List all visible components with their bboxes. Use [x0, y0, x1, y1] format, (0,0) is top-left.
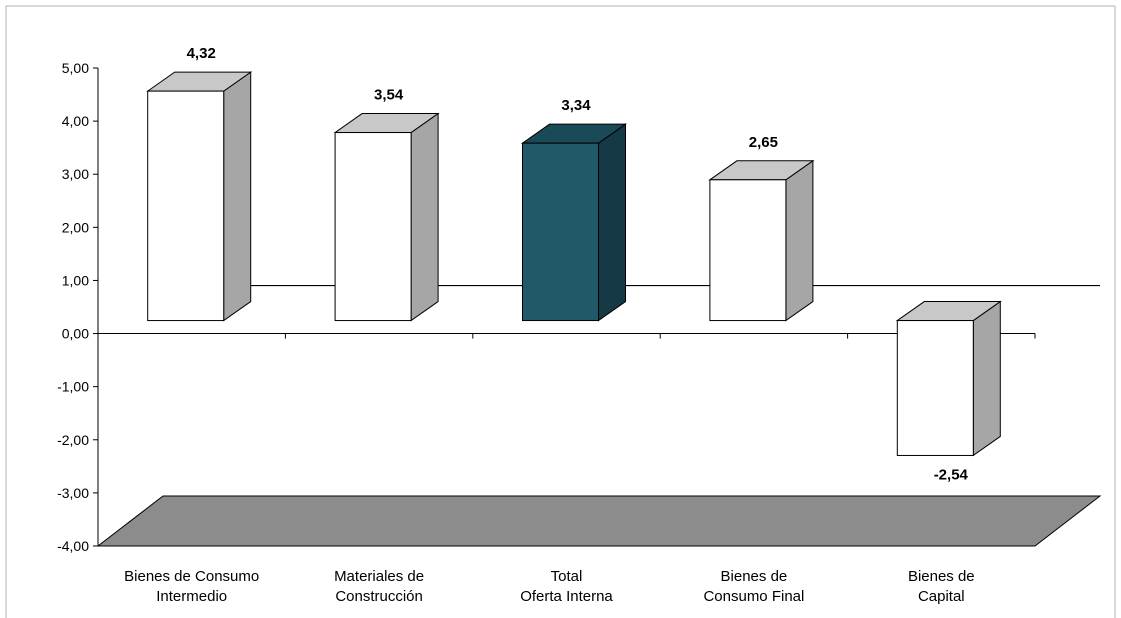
data-label-3: 2,65	[749, 134, 778, 151]
bar-front	[522, 142, 599, 322]
bar-front	[147, 90, 225, 322]
y-tick-label: 1,00	[62, 272, 89, 288]
category-label-3: Consumo Final	[703, 588, 804, 605]
category-label-1: Construcción	[335, 588, 423, 605]
chart-floor	[96, 495, 1102, 547]
bar-2	[520, 123, 628, 322]
category-label-0: Intermedio	[156, 588, 227, 605]
data-label-0: 4,32	[187, 45, 216, 62]
bar-0	[146, 71, 253, 322]
bar-front	[896, 320, 974, 456]
category-label-3: Bienes de	[721, 568, 788, 585]
data-label-2: 3,34	[561, 97, 591, 114]
data-label-1: 3,54	[374, 87, 404, 104]
bar-side	[785, 159, 814, 322]
y-tick-label: -2,00	[57, 432, 89, 448]
category-label-1: Materiales de	[334, 568, 424, 585]
bar-side	[972, 300, 1001, 457]
y-tick-label: -4,00	[57, 538, 89, 554]
y-tick-label: 4,00	[62, 113, 89, 129]
y-tick-label: 2,00	[62, 219, 89, 235]
bar-side	[598, 123, 626, 322]
y-tick-label: 0,00	[62, 326, 89, 342]
y-tick-label: 5,00	[62, 60, 89, 76]
bar-3	[708, 159, 815, 322]
bar-front	[334, 132, 412, 322]
bar-side	[223, 71, 252, 322]
category-label-2: Total	[551, 568, 583, 585]
category-label-4: Bienes de	[908, 568, 975, 585]
bar-side	[410, 112, 439, 322]
y-tick-label: -3,00	[57, 485, 89, 501]
y-tick-label: -1,00	[57, 379, 89, 395]
bar-1	[333, 112, 440, 322]
bar-4	[895, 300, 1002, 457]
data-label-4: -2,54	[934, 466, 969, 483]
bar-front	[709, 179, 787, 322]
category-label-2: Oferta Interna	[520, 588, 613, 605]
category-label-0: Bienes de Consumo	[124, 568, 259, 585]
category-label-4: Capital	[918, 588, 965, 605]
y-tick-label: 3,00	[62, 166, 89, 182]
